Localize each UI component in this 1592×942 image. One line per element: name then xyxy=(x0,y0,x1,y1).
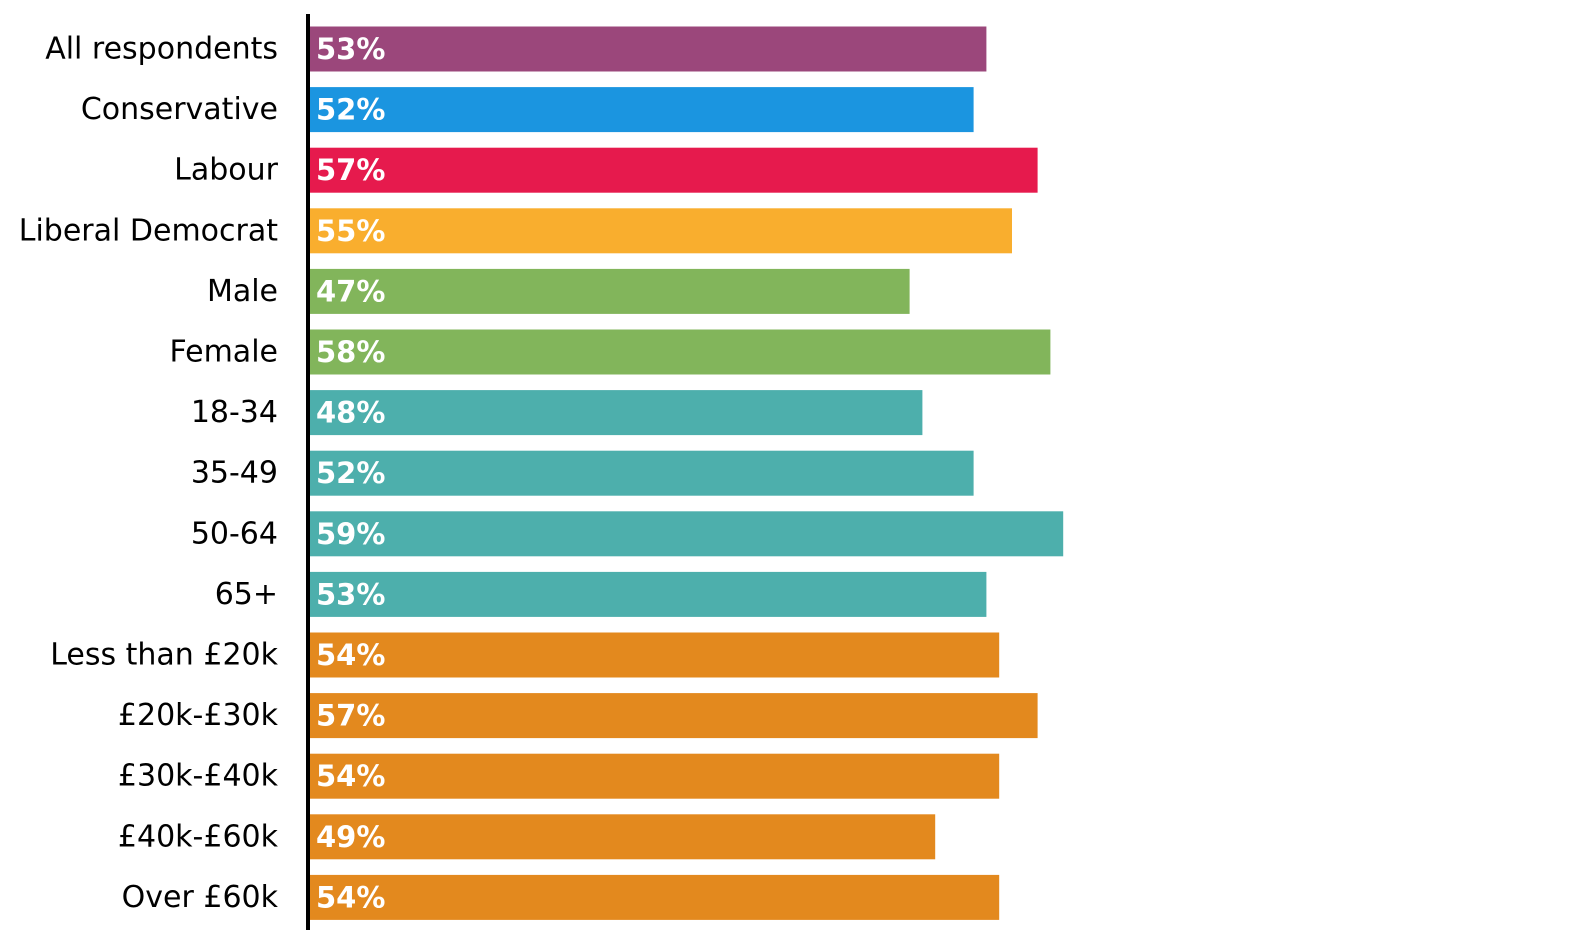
value-label: 52% xyxy=(316,456,385,490)
category-label: Male xyxy=(207,274,278,309)
value-label: 54% xyxy=(316,880,385,914)
category-label: Less than £20k xyxy=(50,638,278,673)
bar xyxy=(308,147,1038,193)
value-label: 57% xyxy=(316,699,385,733)
category-label: Female xyxy=(170,335,278,370)
value-label: 48% xyxy=(316,396,385,430)
bar xyxy=(308,450,974,496)
value-label: 57% xyxy=(316,153,385,187)
value-label: 49% xyxy=(316,820,385,854)
value-label: 53% xyxy=(316,577,385,611)
bar xyxy=(308,693,1038,739)
value-label: 47% xyxy=(316,274,385,308)
bar xyxy=(308,268,910,314)
value-label: 53% xyxy=(316,32,385,66)
value-label: 59% xyxy=(316,517,385,551)
value-labels: 53% 52% 57% 55% 47% 58% 48% 52% 59% 53% 54% 57% 54% 4… xyxy=(316,32,385,914)
bar xyxy=(308,390,923,436)
bar xyxy=(308,753,1000,799)
category-label: Over £60k xyxy=(122,880,279,915)
bar xyxy=(308,87,974,133)
category-label: Liberal Democrat xyxy=(19,213,278,248)
value-label: 54% xyxy=(316,759,385,793)
bar xyxy=(308,571,987,617)
bar xyxy=(308,329,1051,375)
bar xyxy=(308,26,987,72)
bar xyxy=(308,814,936,860)
category-label: 35-49 xyxy=(191,456,278,491)
category-label: 18-34 xyxy=(191,395,278,430)
bar xyxy=(308,632,1000,678)
bar xyxy=(308,874,1000,920)
category-label: Labour xyxy=(174,153,279,188)
bar xyxy=(308,511,1064,557)
value-label: 58% xyxy=(316,335,385,369)
bars-layer xyxy=(308,26,1064,920)
category-label: £30k-£40k xyxy=(118,759,279,794)
category-label: £40k-£60k xyxy=(118,819,279,854)
category-label: All respondents xyxy=(45,32,278,67)
category-label: 50-64 xyxy=(191,516,278,551)
value-label: 54% xyxy=(316,638,385,672)
value-label: 52% xyxy=(316,93,385,127)
category-label: Conservative xyxy=(81,92,278,127)
category-label: £20k-£30k xyxy=(118,698,279,733)
bar xyxy=(308,208,1012,254)
category-labels: All respondents Conservative Labour Liberal… xyxy=(19,32,279,915)
value-label: 55% xyxy=(316,214,385,248)
category-label: 65+ xyxy=(215,577,278,612)
